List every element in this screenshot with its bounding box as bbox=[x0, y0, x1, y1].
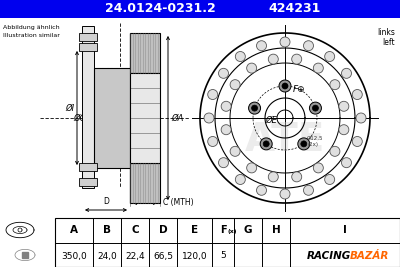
Circle shape bbox=[301, 141, 307, 147]
Circle shape bbox=[325, 52, 335, 61]
Text: ØE: ØE bbox=[265, 116, 277, 124]
Text: 5: 5 bbox=[220, 252, 226, 261]
Circle shape bbox=[208, 89, 218, 100]
Bar bbox=[79, 43, 97, 51]
Text: RACING: RACING bbox=[306, 251, 351, 261]
Text: 350,0: 350,0 bbox=[61, 252, 87, 261]
Text: 22,4: 22,4 bbox=[125, 252, 145, 261]
Text: 66,5: 66,5 bbox=[153, 252, 173, 261]
Text: 120,0: 120,0 bbox=[182, 252, 207, 261]
Circle shape bbox=[208, 136, 218, 147]
Bar bbox=[79, 163, 97, 171]
Circle shape bbox=[221, 125, 231, 135]
Text: ATE: ATE bbox=[245, 121, 325, 159]
Text: ØH: ØH bbox=[109, 113, 122, 123]
Circle shape bbox=[342, 68, 352, 78]
Text: F: F bbox=[220, 225, 226, 235]
Circle shape bbox=[304, 41, 314, 51]
Bar bbox=[22, 252, 28, 258]
Text: links: links bbox=[377, 28, 395, 37]
Circle shape bbox=[325, 175, 335, 184]
Text: 424231: 424231 bbox=[269, 2, 321, 15]
Circle shape bbox=[260, 138, 272, 150]
Circle shape bbox=[352, 136, 362, 147]
Circle shape bbox=[330, 146, 340, 156]
Bar bbox=[130, 33, 160, 73]
Circle shape bbox=[256, 185, 266, 195]
Circle shape bbox=[339, 125, 349, 135]
Bar bbox=[79, 33, 97, 41]
Circle shape bbox=[218, 158, 228, 168]
Circle shape bbox=[263, 141, 269, 147]
Text: E: E bbox=[191, 225, 198, 235]
Text: ØA: ØA bbox=[171, 113, 183, 123]
Circle shape bbox=[221, 101, 231, 111]
Circle shape bbox=[304, 185, 314, 195]
Text: C: C bbox=[131, 225, 139, 235]
Circle shape bbox=[342, 158, 352, 168]
Circle shape bbox=[247, 163, 257, 173]
Circle shape bbox=[313, 163, 323, 173]
Circle shape bbox=[310, 102, 322, 114]
Text: C (MTH): C (MTH) bbox=[163, 198, 194, 207]
Text: I: I bbox=[343, 225, 347, 235]
Circle shape bbox=[280, 37, 290, 47]
Circle shape bbox=[230, 146, 240, 156]
Text: (x): (x) bbox=[227, 230, 236, 234]
Circle shape bbox=[282, 83, 288, 89]
Circle shape bbox=[230, 80, 240, 90]
Text: 24,0: 24,0 bbox=[97, 252, 117, 261]
Circle shape bbox=[279, 80, 291, 92]
Circle shape bbox=[298, 138, 310, 150]
Circle shape bbox=[313, 63, 323, 73]
Bar bbox=[130, 163, 160, 203]
Text: ØG: ØG bbox=[73, 113, 86, 123]
Text: left: left bbox=[382, 38, 395, 47]
Text: 24.0124-0231.2: 24.0124-0231.2 bbox=[105, 2, 215, 15]
Circle shape bbox=[330, 80, 340, 90]
Circle shape bbox=[252, 105, 258, 111]
Circle shape bbox=[292, 54, 302, 64]
Circle shape bbox=[312, 105, 318, 111]
Text: G: G bbox=[244, 225, 252, 235]
Text: D: D bbox=[103, 197, 109, 206]
Circle shape bbox=[339, 101, 349, 111]
Circle shape bbox=[235, 52, 245, 61]
Circle shape bbox=[218, 68, 228, 78]
Text: D: D bbox=[159, 225, 167, 235]
Text: Illustration similar: Illustration similar bbox=[3, 33, 60, 38]
Text: B: B bbox=[103, 225, 111, 235]
Circle shape bbox=[356, 113, 366, 123]
Circle shape bbox=[204, 113, 214, 123]
Circle shape bbox=[280, 189, 290, 199]
Bar bbox=[55, 218, 400, 267]
Text: Abbildung ähnlich: Abbildung ähnlich bbox=[3, 25, 60, 30]
Bar bbox=[0, 0, 400, 18]
Text: ØI: ØI bbox=[65, 104, 74, 112]
Bar bbox=[130, 73, 160, 163]
Circle shape bbox=[268, 172, 278, 182]
Bar bbox=[94, 68, 130, 168]
Text: F⊕: F⊕ bbox=[293, 85, 306, 95]
Text: H: H bbox=[272, 225, 280, 235]
Circle shape bbox=[247, 63, 257, 73]
Circle shape bbox=[352, 89, 362, 100]
Bar bbox=[82, 26, 94, 188]
Circle shape bbox=[256, 41, 266, 51]
Circle shape bbox=[235, 175, 245, 184]
Bar bbox=[79, 178, 97, 186]
Circle shape bbox=[248, 102, 260, 114]
Text: A: A bbox=[70, 225, 78, 235]
Circle shape bbox=[268, 54, 278, 64]
Circle shape bbox=[292, 172, 302, 182]
Text: Ø12,5
(2x): Ø12,5 (2x) bbox=[307, 136, 324, 147]
Text: BAZÁR: BAZÁR bbox=[350, 251, 389, 261]
Text: B: B bbox=[135, 183, 140, 192]
